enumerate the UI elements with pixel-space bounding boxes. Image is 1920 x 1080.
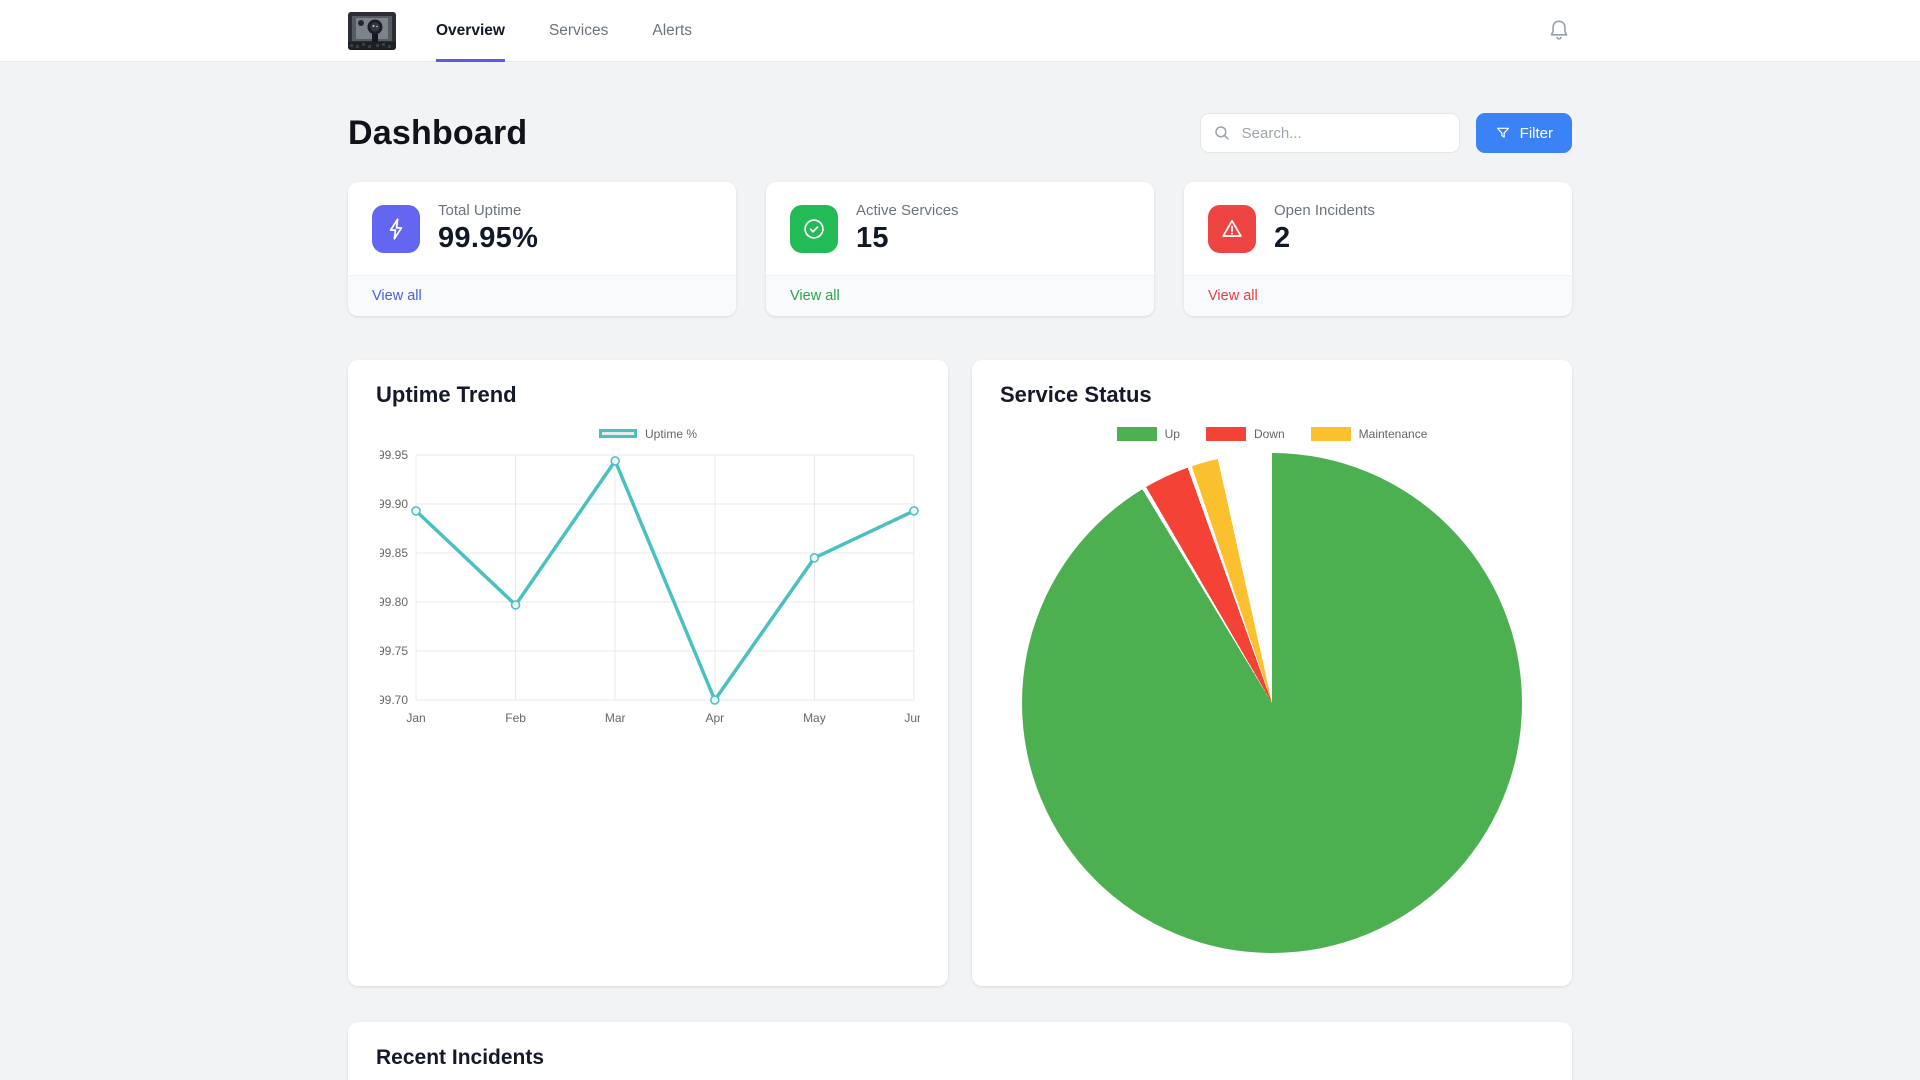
legend-swatch	[598, 429, 637, 438]
search-box	[1199, 113, 1460, 153]
stat-label: Open Incidents	[1274, 202, 1375, 219]
svg-text:May: May	[803, 711, 826, 725]
pie-legend-item-maintenance[interactable]: Maintenance	[1310, 426, 1428, 441]
check-circle-icon	[790, 204, 838, 253]
view-all-link-services[interactable]: View all	[790, 288, 840, 304]
recent-incidents-card: Recent Incidents	[348, 1022, 1572, 1080]
legend-swatch	[1205, 426, 1246, 441]
uptime-trend-card: Uptime Trend Uptime % 99.95 99.90 99.85 99.…	[348, 360, 948, 986]
filter-button-label: Filter	[1519, 124, 1553, 142]
svg-text:99.95: 99.95	[380, 448, 408, 462]
alert-triangle-icon	[1208, 204, 1256, 253]
svg-text:Jun: Jun	[904, 711, 920, 725]
bell-icon[interactable]	[1546, 18, 1572, 44]
uptime-line-chart: 99.95 99.90 99.85 99.80 99.75 99.70 Jan Feb Mar A…	[380, 448, 920, 725]
svg-text:Feb: Feb	[505, 711, 526, 725]
stats-row: Total Uptime 99.95% View all Active Serv…	[348, 182, 1572, 316]
stat-value: 99.95%	[438, 222, 539, 254]
recent-incidents-title: Recent Incidents	[376, 1046, 545, 1069]
legend-swatch	[1310, 426, 1351, 441]
bolt-icon	[372, 204, 420, 253]
service-status-title: Service Status	[1000, 382, 1152, 407]
pie-legend-item-down[interactable]: Down	[1205, 426, 1285, 441]
svg-text:99.90: 99.90	[380, 497, 408, 511]
stat-label: Total Uptime	[438, 202, 522, 219]
view-all-link-uptime[interactable]: View all	[372, 288, 422, 304]
service-status-card: Service Status Up Down Maintenance	[972, 360, 1572, 986]
stat-card-open-incidents: Open Incidents 2 View all	[1184, 182, 1572, 316]
page-title: Dashboard	[348, 113, 528, 152]
legend-swatch	[1116, 426, 1157, 441]
uptime-trend-title: Uptime Trend	[376, 382, 517, 407]
pie-legend-item-up[interactable]: Up	[1116, 426, 1180, 441]
svg-text:99.75: 99.75	[380, 644, 408, 658]
svg-text:Apr: Apr	[705, 711, 724, 725]
svg-text:99.85: 99.85	[380, 546, 408, 560]
legend-label: Maintenance	[1358, 426, 1428, 441]
svg-text:99.70: 99.70	[380, 693, 408, 707]
logo-image[interactable]	[348, 12, 396, 50]
svg-text:Jan: Jan	[406, 711, 425, 725]
funnel-icon	[1496, 127, 1509, 138]
legend-item-uptime[interactable]: Uptime %	[598, 426, 697, 441]
page-header: Dashboard Filter	[348, 112, 1572, 154]
stat-label: Active Services	[856, 202, 959, 219]
search-icon	[1214, 126, 1229, 140]
filter-button[interactable]: Filter	[1475, 113, 1572, 153]
legend-label: Uptime %	[644, 426, 697, 441]
pie-chart-legend: Up Down Maintenance	[1000, 426, 1544, 441]
stat-card-total-uptime: Total Uptime 99.95% View all	[348, 182, 736, 316]
search-input[interactable]	[1239, 123, 1447, 143]
service-status-pie-chart	[1022, 453, 1522, 953]
legend-label: Up	[1164, 426, 1180, 441]
svg-text:Mar: Mar	[605, 711, 626, 725]
nav-tab-services[interactable]: Services	[548, 22, 609, 39]
stat-card-active-services: Active Services 15 View all	[766, 182, 1154, 316]
uptime-chart-legend: Uptime %	[376, 426, 920, 441]
top-navbar: Overview Services Alerts	[0, 0, 1920, 62]
nav-tab-overview[interactable]: Overview	[436, 0, 505, 62]
legend-label: Down	[1253, 426, 1285, 441]
nav-tab-alerts[interactable]: Alerts	[652, 22, 692, 39]
view-all-link-incidents[interactable]: View all	[1208, 288, 1258, 304]
stat-value: 2	[1274, 222, 1291, 254]
stat-value: 15	[856, 222, 889, 254]
svg-text:99.80: 99.80	[380, 595, 408, 609]
